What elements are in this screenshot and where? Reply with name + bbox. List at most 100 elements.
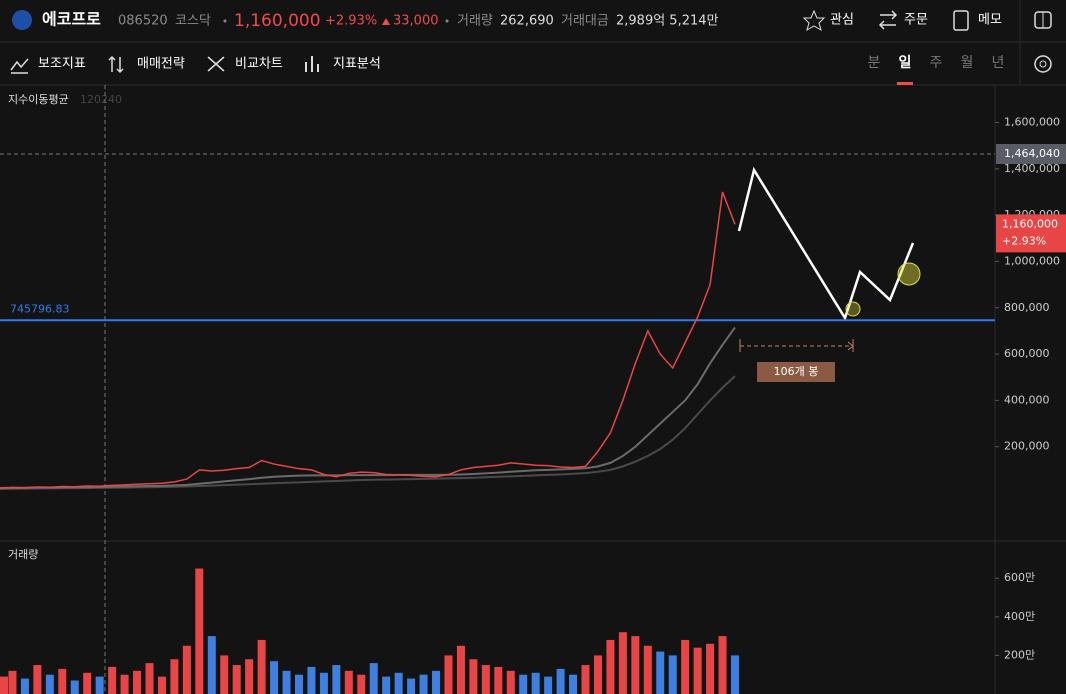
indicator-label: 지수이동평균 (8, 93, 69, 106)
volume-bar (494, 666, 503, 694)
volume-bar (294, 674, 303, 694)
volume-bar (369, 663, 378, 694)
volume-bar (593, 655, 602, 694)
period[interactable]: 주 (930, 55, 943, 71)
volume-bar (332, 665, 341, 694)
volume-bar (631, 636, 640, 694)
volume-bar (556, 668, 565, 694)
volume-bar (668, 655, 677, 694)
y-tick-label: 800,000 (1004, 301, 1050, 314)
volume-bar (0, 676, 8, 694)
volume-bar (58, 668, 67, 694)
y-tick-label: 1,400,000 (1004, 162, 1060, 175)
volume-bar (581, 665, 590, 694)
volume-bar (207, 636, 216, 694)
volume-bar (45, 674, 54, 694)
price: 1,160,000 (234, 11, 321, 31)
volume-bar (643, 645, 652, 694)
volume-bar (319, 672, 328, 694)
volume-bar (718, 636, 727, 694)
price-tag (996, 214, 1066, 253)
ma-line (0, 375, 736, 490)
volume-bar (382, 676, 391, 694)
period-underline (897, 82, 913, 85)
price-line (0, 191, 736, 489)
y-tick-label: 200만 (1004, 648, 1035, 661)
volume-bar (407, 678, 416, 694)
crosshair-tag (996, 143, 1066, 164)
volume-bar (108, 666, 117, 694)
volume-bar (357, 674, 366, 694)
y-tick-label: 1,600,000 (1004, 116, 1060, 129)
volume-bar (506, 670, 515, 694)
y-tick-label: 200,000 (1004, 440, 1050, 453)
volume-bar (432, 670, 441, 694)
toolbar-item[interactable]: 보조지표 (38, 57, 86, 72)
toolbar-item[interactable]: 비교차트 (235, 57, 283, 72)
crosshair-label: 1,464,040 (1004, 147, 1060, 160)
toolbar-item[interactable]: 지표분석 (333, 57, 381, 72)
volume-bar (145, 663, 154, 694)
y-tick-label: 600,000 (1004, 347, 1050, 360)
period[interactable]: 일 (899, 55, 912, 71)
volume-bar (519, 674, 528, 694)
volume-bar (394, 672, 403, 694)
volume-bar (220, 655, 229, 694)
period[interactable]: 년 (992, 55, 1005, 71)
button[interactable]: 메모 (978, 13, 1002, 28)
volume-bar (95, 676, 104, 694)
volume-bar (481, 665, 490, 694)
volume-bar (170, 659, 179, 694)
toolbar-item[interactable]: 매매전략 (137, 57, 185, 72)
volume-bar (606, 639, 615, 694)
volume: 262,690 (500, 14, 554, 29)
button[interactable]: 주문 (904, 13, 928, 28)
volume-bar (182, 645, 191, 694)
volume-bar (456, 645, 465, 694)
volume-bar (531, 672, 540, 694)
volume-bar (8, 670, 17, 694)
button[interactable]: 관심 (830, 13, 854, 28)
volume-bar (469, 659, 478, 694)
drawing-label: 106개 봉 (774, 365, 819, 378)
y-tick-label: 1,000,000 (1004, 254, 1060, 267)
volume-bar (444, 655, 453, 694)
volume-bar (693, 647, 702, 694)
volume-label: 거래량 (457, 14, 493, 29)
volume-bar (656, 651, 665, 694)
volume-title: 거래량 (8, 548, 38, 561)
volume-bar (731, 655, 739, 694)
volume-bar (20, 678, 29, 694)
volume-bar (83, 672, 92, 694)
change-amount: 33,000 (393, 14, 439, 29)
ma-period: 240 (101, 93, 122, 106)
drawing-circle (845, 301, 861, 317)
ma-line (0, 326, 736, 490)
volume-bar (544, 676, 553, 694)
logo (12, 10, 32, 30)
price-tag-label: 1,160,000 (1002, 217, 1058, 230)
price-tag-change: +2.93% (1002, 234, 1046, 247)
volume-bar (344, 670, 353, 694)
period[interactable]: 월 (961, 55, 974, 71)
volume-bar (618, 632, 627, 694)
volume-bar (270, 661, 279, 694)
stock-name: 에코프로 (42, 10, 101, 29)
volume-bar (257, 639, 266, 694)
volume-bar (33, 665, 42, 694)
stock-code: 086520 (118, 14, 168, 29)
volume-bar (419, 674, 428, 694)
volume-bar (195, 568, 204, 694)
volume-bar (681, 639, 690, 694)
volume-bar (70, 680, 79, 694)
y-tick-label: 400,000 (1004, 393, 1050, 406)
drawing-circle (897, 262, 921, 286)
amount-label: 거래대금 (561, 14, 609, 29)
market: 코스닥 (175, 14, 211, 29)
volume-bar (133, 670, 142, 694)
drawing (737, 166, 915, 321)
amount: 2,989억 5,214만 (616, 14, 719, 29)
period[interactable]: 분 (868, 55, 881, 71)
volume-bar (157, 676, 166, 694)
